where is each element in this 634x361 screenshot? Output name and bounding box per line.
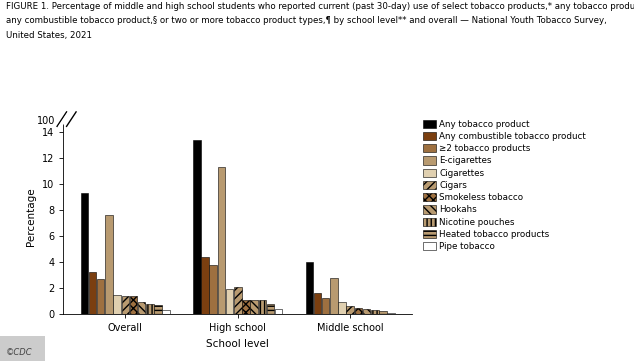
Bar xyxy=(122,296,129,314)
Y-axis label: Percentage: Percentage xyxy=(27,187,36,246)
Bar xyxy=(306,262,313,314)
Bar xyxy=(201,257,209,314)
Bar xyxy=(322,299,330,314)
Text: FIGURE 1. Percentage of middle and high school students who reported current (pa: FIGURE 1. Percentage of middle and high … xyxy=(6,2,634,11)
Bar xyxy=(105,215,113,314)
Bar xyxy=(130,296,137,314)
Bar xyxy=(330,278,338,314)
Bar xyxy=(250,300,258,314)
Bar xyxy=(314,293,321,314)
Bar xyxy=(226,290,233,314)
Bar xyxy=(267,304,275,314)
Bar xyxy=(387,313,395,314)
Text: any combustible tobacco product,§ or two or more tobacco product types,¶ by scho: any combustible tobacco product,§ or two… xyxy=(6,16,607,25)
Bar xyxy=(89,273,96,314)
Bar xyxy=(275,309,282,314)
Bar xyxy=(209,265,217,314)
Bar xyxy=(138,303,145,314)
Bar xyxy=(379,312,387,314)
Bar xyxy=(242,300,250,314)
Bar xyxy=(371,310,378,314)
Text: 100: 100 xyxy=(37,116,56,126)
Bar xyxy=(234,287,242,314)
Text: ©CDC: ©CDC xyxy=(6,348,33,357)
Bar xyxy=(363,309,370,314)
Bar xyxy=(113,295,121,314)
Bar xyxy=(146,304,153,314)
X-axis label: School level: School level xyxy=(206,339,269,349)
Bar xyxy=(346,306,354,314)
Bar xyxy=(193,140,200,314)
Bar xyxy=(339,303,346,314)
Bar xyxy=(259,300,266,314)
Bar xyxy=(81,193,88,314)
Bar xyxy=(217,167,225,314)
Bar xyxy=(354,308,362,314)
Text: United States, 2021: United States, 2021 xyxy=(6,31,93,40)
Bar xyxy=(154,305,162,314)
Bar xyxy=(97,279,105,314)
Legend: Any tobacco product, Any combustible tobacco product, ≥2 tobacco products, E-cig: Any tobacco product, Any combustible tob… xyxy=(424,119,586,251)
Bar xyxy=(162,310,170,314)
